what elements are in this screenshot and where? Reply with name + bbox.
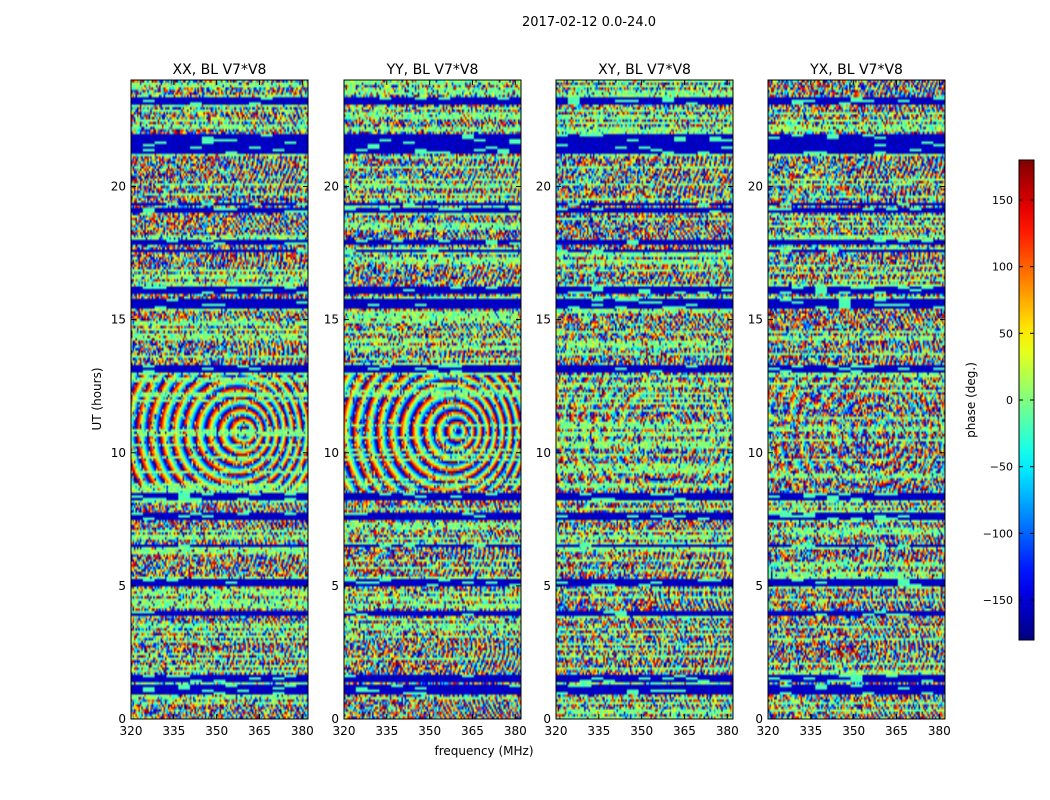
panel-yx: YX, BL V7*V8 320 335 350 365 380 0 5 10 15 20: [748, 62, 951, 738]
colorbar-tick-label: 0: [1006, 394, 1013, 407]
x-tick-label: 335: [799, 724, 822, 738]
y-tick-label: 0: [331, 712, 339, 726]
x-tick-label: 335: [587, 724, 610, 738]
y-tick-label: 10: [111, 446, 126, 460]
panel-yy: YY, BL V7*V8 320 335 350 365 380 0 5 10 15 20: [324, 62, 527, 738]
figure-suptitle: 2017-02-12 0.0-24.0: [522, 15, 656, 30]
phase-image-yy: [344, 80, 521, 719]
x-axis-label: frequency (MHz): [434, 744, 533, 758]
colorbar-label: phase (deg.): [964, 362, 978, 438]
x-tick-label: 320: [545, 724, 568, 738]
y-tick-label: 15: [324, 313, 339, 327]
panel-frame: [343, 79, 522, 720]
panel-frame: [130, 79, 309, 720]
y-tick-label: 15: [748, 313, 763, 327]
phase-image-xx: [131, 80, 308, 719]
phase-image-yx: [768, 80, 945, 719]
x-tick-label: 320: [333, 724, 356, 738]
x-tick-label: 350: [630, 724, 653, 738]
y-tick-label: 5: [331, 579, 339, 593]
y-tick-label: 5: [543, 579, 551, 593]
panel-xy: XY, BL V7*V8 320 335 350 365 380 0 5 10 15 20: [536, 62, 739, 738]
colorbar-tick-label: −100: [983, 527, 1013, 540]
x-tick-label: 320: [120, 724, 143, 738]
x-tick-label: 350: [418, 724, 441, 738]
panel-frame: [555, 79, 734, 720]
y-tick-label: 10: [748, 446, 763, 460]
panel-title: YY, BL V7*V8: [386, 62, 479, 78]
panel-frame: [767, 79, 946, 720]
y-tick-label: 20: [748, 180, 763, 194]
y-tick-label: 20: [111, 180, 126, 194]
x-tick-label: 365: [248, 724, 271, 738]
x-tick-label: 380: [291, 724, 314, 738]
y-tick-label: 10: [324, 446, 339, 460]
panel-title: YX, BL V7*V8: [809, 62, 903, 78]
panel-title: XX, BL V7*V8: [173, 62, 267, 78]
x-tick-label: 380: [504, 724, 527, 738]
x-tick-label: 320: [757, 724, 780, 738]
panel-xx: XX, BL V7*V8 320 335 350 365 380 0 5 10 15 20: [111, 62, 314, 738]
y-tick-label: 10: [536, 446, 551, 460]
x-tick-label: 365: [885, 724, 908, 738]
x-tick-label: 350: [205, 724, 228, 738]
colorbar-tick-label: −50: [990, 461, 1013, 474]
y-tick-label: 20: [536, 180, 551, 194]
y-tick-label: 0: [543, 712, 551, 726]
x-tick-label: 335: [162, 724, 185, 738]
x-tick-label: 335: [375, 724, 398, 738]
y-tick-label: 0: [755, 712, 763, 726]
colorbar-tick-label: −150: [983, 594, 1013, 607]
colorbar: phase (deg.) 150 100 50 0 −50 −100 −150: [964, 159, 1035, 641]
y-axis-label: UT (hours): [90, 367, 104, 430]
colorbar-tick-label: 50: [999, 327, 1013, 340]
x-tick-label: 380: [928, 724, 951, 738]
x-tick-label: 365: [673, 724, 696, 738]
x-tick-label: 365: [461, 724, 484, 738]
y-tick-label: 15: [536, 313, 551, 327]
x-tick-label: 380: [716, 724, 739, 738]
colorbar-tick-label: 150: [992, 194, 1013, 207]
panel-title: XY, BL V7*V8: [598, 62, 691, 78]
y-tick-label: 5: [755, 579, 763, 593]
y-tick-label: 0: [118, 712, 126, 726]
y-tick-label: 5: [118, 579, 126, 593]
phase-image-xy: [556, 80, 733, 719]
colorbar-tick-label: 100: [992, 261, 1013, 274]
y-tick-label: 20: [324, 180, 339, 194]
x-tick-label: 350: [842, 724, 865, 738]
y-tick-label: 15: [111, 313, 126, 327]
